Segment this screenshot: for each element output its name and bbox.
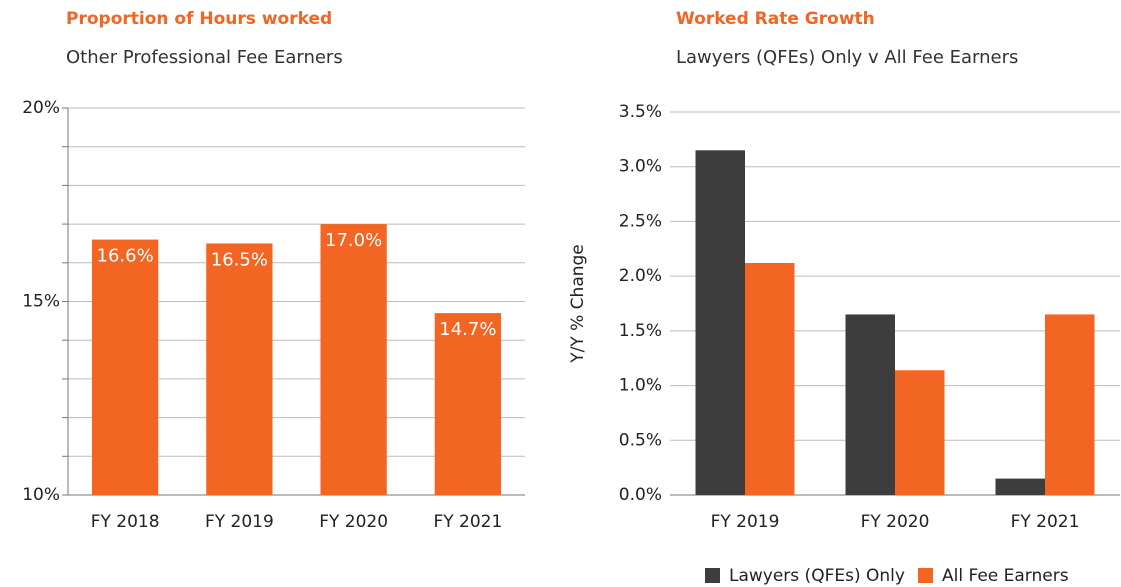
y-tick-label: 3.5% bbox=[619, 102, 662, 122]
x-tick-label: FY 2019 bbox=[711, 512, 780, 532]
y-tick-label: 0.0% bbox=[619, 485, 662, 505]
legend-swatch bbox=[918, 568, 933, 583]
bar bbox=[895, 370, 945, 495]
y-tick-label: 0.5% bbox=[619, 430, 662, 450]
data-label: 14.7% bbox=[439, 319, 496, 340]
data-label: 16.5% bbox=[211, 249, 268, 270]
bar bbox=[320, 224, 387, 495]
legend-label: Lawyers (QFEs) Only bbox=[729, 566, 905, 586]
bar bbox=[206, 243, 273, 495]
y-tick-label: 10% bbox=[22, 485, 60, 505]
bar bbox=[434, 313, 502, 495]
bar bbox=[745, 263, 795, 495]
y-tick-label: 15% bbox=[22, 292, 60, 312]
data-label: 16.6% bbox=[97, 246, 154, 267]
y-tick-label: 1.5% bbox=[619, 321, 662, 341]
x-tick-label: FY 2020 bbox=[319, 512, 388, 532]
x-tick-label: FY 2019 bbox=[205, 512, 274, 532]
bar bbox=[995, 478, 1045, 495]
legend-swatch bbox=[705, 568, 720, 583]
x-tick-label: FY 2020 bbox=[861, 512, 930, 532]
bar bbox=[845, 314, 895, 495]
y-tick-label: 2.0% bbox=[619, 266, 662, 286]
bar bbox=[1045, 314, 1095, 495]
data-label: 17.0% bbox=[325, 230, 382, 251]
y-tick-label: 1.0% bbox=[619, 376, 662, 396]
y-tick-label: 20% bbox=[22, 98, 60, 118]
legend-label: All Fee Earners bbox=[942, 566, 1069, 586]
chart-title: Worked Rate Growth bbox=[676, 9, 875, 29]
y-tick-label: 2.5% bbox=[619, 211, 662, 231]
chart-subtitle: Lawyers (QFEs) Only v All Fee Earners bbox=[676, 47, 1018, 68]
chart-subtitle: Other Professional Fee Earners bbox=[66, 47, 343, 68]
bar bbox=[91, 239, 159, 495]
x-tick-label: FY 2021 bbox=[433, 512, 502, 532]
y-tick-label: 3.0% bbox=[619, 157, 662, 177]
x-tick-label: FY 2021 bbox=[1011, 512, 1080, 532]
x-tick-label: FY 2018 bbox=[91, 512, 160, 532]
chart-title: Proportion of Hours worked bbox=[66, 9, 332, 29]
y-axis-label: Y/Y % Change bbox=[568, 244, 588, 364]
bar bbox=[695, 150, 745, 496]
